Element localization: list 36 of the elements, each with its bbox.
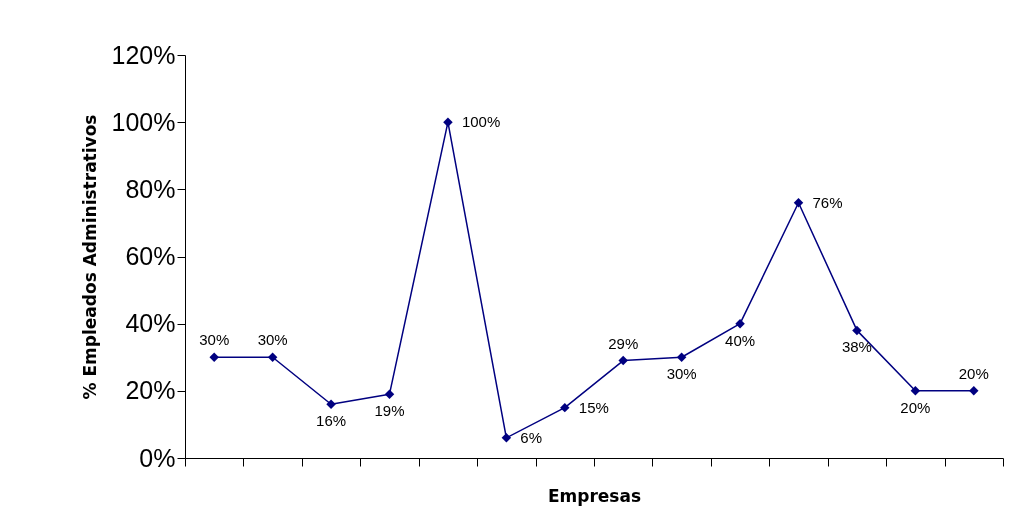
y-tick-label: 120% bbox=[111, 40, 176, 69]
y-tick-label: 20% bbox=[125, 376, 176, 405]
data-label: 76% bbox=[812, 193, 843, 211]
point bbox=[267, 352, 278, 362]
point bbox=[969, 386, 979, 396]
data-label: 16% bbox=[316, 412, 347, 430]
data-label: 30% bbox=[199, 331, 230, 349]
data-label: 6% bbox=[520, 428, 543, 446]
y-tick-label: 40% bbox=[125, 309, 176, 338]
point bbox=[560, 402, 570, 413]
point bbox=[676, 352, 687, 362]
point bbox=[735, 318, 745, 329]
data-label: 40% bbox=[725, 331, 756, 349]
y-axis-title: % Empleados Administrativos bbox=[79, 114, 100, 400]
point bbox=[793, 198, 804, 208]
data-label: 15% bbox=[578, 398, 609, 416]
point bbox=[209, 352, 219, 362]
data-label: 30% bbox=[666, 365, 697, 383]
data-label: 100% bbox=[461, 113, 501, 131]
y-tick-label: 0% bbox=[139, 443, 176, 472]
point bbox=[326, 399, 336, 410]
point bbox=[501, 433, 512, 443]
data-label: 19% bbox=[374, 402, 405, 420]
data-label: 30% bbox=[257, 331, 288, 349]
y-tick-label: 100% bbox=[111, 107, 176, 136]
point bbox=[384, 389, 395, 399]
x-axis-title: Empresas bbox=[547, 486, 642, 506]
point bbox=[910, 386, 921, 396]
data-label: 38% bbox=[841, 338, 872, 356]
data-label: 20% bbox=[958, 364, 989, 382]
data-label: 20% bbox=[900, 398, 931, 416]
y-tick-label: 80% bbox=[125, 174, 176, 203]
point bbox=[852, 325, 862, 336]
point bbox=[618, 355, 628, 366]
data-label: 29% bbox=[608, 334, 639, 352]
y-tick-label: 60% bbox=[125, 242, 176, 270]
